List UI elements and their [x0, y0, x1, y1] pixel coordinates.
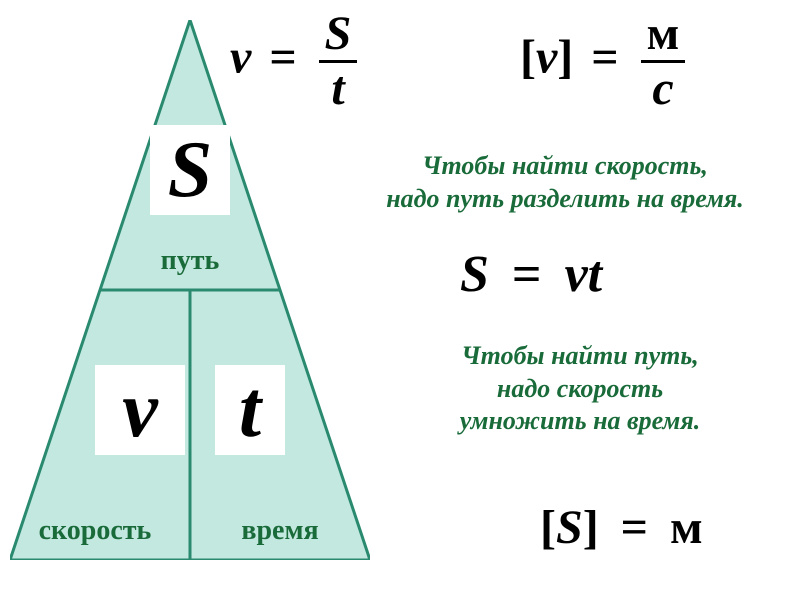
velocity-units-var: v — [536, 31, 557, 84]
bracket-open: [ — [520, 31, 536, 84]
distance-explanation: Чтобы найти путь, надо скорость умножить… — [380, 340, 780, 438]
velocity-units-fraction: м с — [641, 10, 686, 113]
velocity-fraction: S t — [319, 10, 358, 113]
triangle-left-label: скорость — [10, 515, 180, 547]
equals-sign: = — [591, 31, 618, 84]
triangle-left-symbol: v — [95, 365, 185, 455]
distance-formula: S = vt — [460, 245, 602, 304]
distance-explain-line2: надо скорость — [380, 373, 780, 406]
triangle-top-symbol: S — [150, 125, 230, 215]
velocity-units: [v] = м с — [520, 10, 689, 113]
distance-formula-lhs: S — [460, 246, 489, 303]
distance-explain-line3: умножить на время. — [380, 405, 780, 438]
distance-formula-v: v — [565, 246, 588, 303]
velocity-formula-lhs: v — [230, 31, 251, 84]
velocity-explanation: Чтобы найти скорость, надо путь разделит… — [340, 150, 790, 215]
bracket-close: ] — [583, 501, 599, 554]
velocity-explain-line1: Чтобы найти скорость, — [340, 150, 790, 183]
distance-units-rhs: м — [670, 501, 703, 554]
velocity-units-den: с — [646, 63, 679, 113]
bracket-open: [ — [540, 501, 556, 554]
equals-sign: = — [269, 31, 296, 84]
distance-explain-line1: Чтобы найти путь, — [380, 340, 780, 373]
distance-formula-t: t — [588, 246, 602, 303]
triangle-top-label: путь — [130, 245, 250, 277]
equals-sign: = — [512, 246, 542, 303]
distance-units: [S] = м — [540, 500, 703, 555]
triangle-right-label: время — [195, 515, 365, 547]
triangle-right-symbol: t — [215, 365, 285, 455]
distance-units-var: S — [556, 501, 583, 554]
equals-sign: = — [621, 501, 648, 554]
velocity-units-num: м — [641, 10, 686, 60]
velocity-explain-line2: надо путь разделить на время. — [340, 183, 790, 216]
velocity-fraction-den: t — [325, 63, 350, 113]
bracket-close: ] — [557, 31, 573, 84]
velocity-fraction-num: S — [319, 10, 358, 60]
velocity-formula: v = S t — [230, 10, 361, 113]
